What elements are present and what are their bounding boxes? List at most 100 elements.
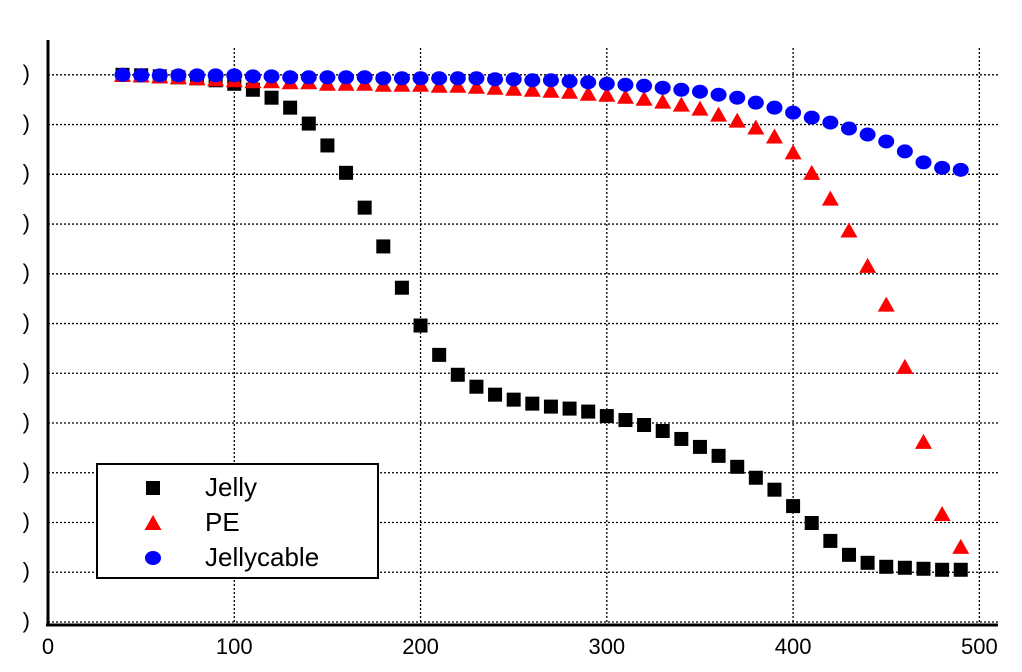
marker-square: [711, 448, 726, 463]
marker-square: [916, 561, 931, 576]
marker-circle: [244, 69, 261, 84]
marker-triangle: [784, 144, 802, 160]
marker-triangle: [896, 358, 914, 374]
marker-square: [599, 409, 614, 424]
marker-triangle: [933, 506, 951, 522]
marker-circle: [505, 72, 522, 87]
marker-square: [301, 116, 316, 131]
marker-square: [357, 200, 372, 215]
marker-circle: [412, 71, 429, 86]
marker-circle: [114, 67, 131, 82]
marker-circle: [654, 80, 671, 95]
marker-circle: [915, 155, 932, 170]
marker-square: [562, 401, 577, 416]
legend-label: Jellycable: [205, 542, 319, 572]
marker-square: [637, 418, 652, 433]
marker-circle: [878, 134, 895, 149]
marker-circle: [710, 87, 727, 102]
marker-square: [543, 399, 558, 414]
marker-triangle: [710, 106, 728, 122]
marker-square: [692, 439, 707, 454]
marker-square: [283, 100, 298, 115]
marker-square: [655, 423, 670, 438]
marker-circle: [338, 70, 355, 85]
marker-triangle: [672, 96, 690, 112]
marker-circle: [840, 121, 857, 136]
y-tick-label: ): [23, 309, 30, 334]
marker-circle: [598, 76, 615, 91]
marker-circle: [263, 69, 280, 84]
y-tick-label: ): [23, 61, 30, 86]
marker-square: [897, 560, 912, 575]
marker-circle: [282, 70, 299, 85]
marker-circle: [145, 551, 161, 565]
marker-circle: [226, 68, 243, 83]
legend: Jelly PE Jellycable: [96, 463, 379, 579]
marker-square: [320, 138, 335, 153]
marker-triangle: [505, 80, 523, 96]
marker-circle: [542, 73, 559, 88]
series: [114, 67, 969, 177]
marker-triangle: [747, 119, 765, 135]
x-tick-label: 500: [961, 634, 998, 659]
marker-square: [376, 239, 391, 254]
x-tick-label: 0: [42, 634, 54, 659]
marker-circle: [729, 90, 746, 105]
marker-square: [339, 165, 354, 180]
marker-circle: [617, 77, 634, 92]
marker-square: [146, 481, 160, 495]
marker-circle: [487, 72, 504, 87]
marker-circle: [859, 127, 876, 142]
marker-square: [618, 413, 633, 428]
marker-square: [953, 562, 968, 577]
marker-circle: [673, 82, 690, 97]
marker-square: [860, 555, 875, 570]
marker-circle: [449, 71, 466, 86]
marker-circle: [133, 68, 150, 83]
marker-circle: [636, 78, 653, 93]
marker-square: [432, 347, 447, 362]
marker-triangle: [654, 93, 672, 109]
marker-square: [823, 533, 838, 548]
marker-circle: [691, 84, 708, 99]
x-tick-label: 300: [588, 634, 625, 659]
marker-circle: [356, 70, 373, 85]
x-tick-label: 200: [402, 634, 439, 659]
marker-triangle: [859, 257, 877, 273]
y-tick-label: ): [23, 260, 30, 285]
marker-square: [674, 431, 689, 446]
y-tick-label: ): [23, 160, 30, 185]
marker-square: [525, 396, 540, 411]
marker-triangle: [598, 86, 616, 102]
marker-square: [786, 499, 801, 514]
marker-circle: [580, 75, 597, 90]
y-tick-label: ): [23, 508, 30, 533]
marker-circle: [319, 70, 336, 85]
y-tick-label: ): [23, 210, 30, 235]
marker-triangle: [840, 222, 858, 238]
marker-square: [394, 280, 409, 295]
marker-circle: [561, 74, 578, 89]
marker-circle: [468, 71, 485, 86]
marker-circle: [934, 160, 951, 175]
marker-circle: [151, 68, 168, 83]
marker-triangle: [691, 100, 709, 116]
marker-square: [767, 482, 782, 497]
legend-box: [96, 463, 379, 579]
marker-triangle: [728, 112, 746, 128]
marker-triangle: [467, 78, 485, 94]
marker-circle: [207, 68, 224, 83]
y-tick-label: ): [23, 608, 30, 633]
marker-square: [264, 90, 279, 105]
x-tick-label: 100: [216, 634, 253, 659]
marker-square: [450, 367, 465, 382]
marker-square: [804, 516, 819, 531]
marker-square: [581, 404, 596, 419]
marker-square: [488, 387, 503, 402]
marker-triangle: [952, 538, 970, 554]
marker-triangle: [765, 128, 783, 144]
marker-circle: [896, 144, 913, 159]
marker-square: [879, 559, 894, 574]
marker-triangle: [523, 81, 541, 97]
